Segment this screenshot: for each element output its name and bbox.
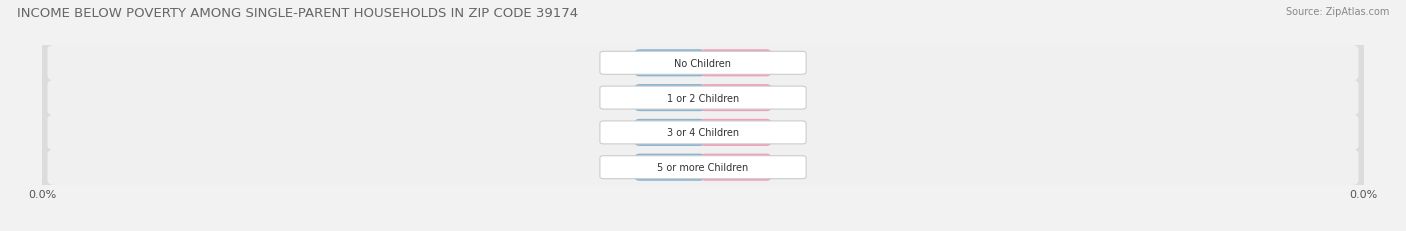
Text: INCOME BELOW POVERTY AMONG SINGLE-PARENT HOUSEHOLDS IN ZIP CODE 39174: INCOME BELOW POVERTY AMONG SINGLE-PARENT… [17,7,578,20]
FancyBboxPatch shape [702,85,770,112]
FancyBboxPatch shape [37,76,1369,120]
FancyBboxPatch shape [600,156,806,179]
Text: 0.0%: 0.0% [657,93,683,103]
FancyBboxPatch shape [702,50,770,77]
FancyBboxPatch shape [37,41,1369,86]
FancyBboxPatch shape [636,154,704,181]
FancyBboxPatch shape [636,50,704,77]
FancyBboxPatch shape [48,115,1358,151]
FancyBboxPatch shape [636,119,704,146]
Text: 5 or more Children: 5 or more Children [658,162,748,173]
FancyBboxPatch shape [600,52,806,75]
Text: 0.0%: 0.0% [723,128,749,138]
FancyBboxPatch shape [48,46,1358,82]
Text: 0.0%: 0.0% [657,128,683,138]
Text: 0.0%: 0.0% [657,58,683,69]
FancyBboxPatch shape [702,119,770,146]
Text: No Children: No Children [675,58,731,69]
FancyBboxPatch shape [600,87,806,109]
FancyBboxPatch shape [37,111,1369,155]
Text: 3 or 4 Children: 3 or 4 Children [666,128,740,138]
FancyBboxPatch shape [48,149,1358,185]
FancyBboxPatch shape [37,145,1369,190]
Text: 0.0%: 0.0% [723,93,749,103]
Text: 0.0%: 0.0% [723,58,749,69]
Text: 1 or 2 Children: 1 or 2 Children [666,93,740,103]
FancyBboxPatch shape [702,154,770,181]
Text: 0.0%: 0.0% [723,162,749,173]
Text: Source: ZipAtlas.com: Source: ZipAtlas.com [1285,7,1389,17]
Text: 0.0%: 0.0% [657,162,683,173]
FancyBboxPatch shape [48,80,1358,116]
FancyBboxPatch shape [636,85,704,112]
FancyBboxPatch shape [600,122,806,144]
